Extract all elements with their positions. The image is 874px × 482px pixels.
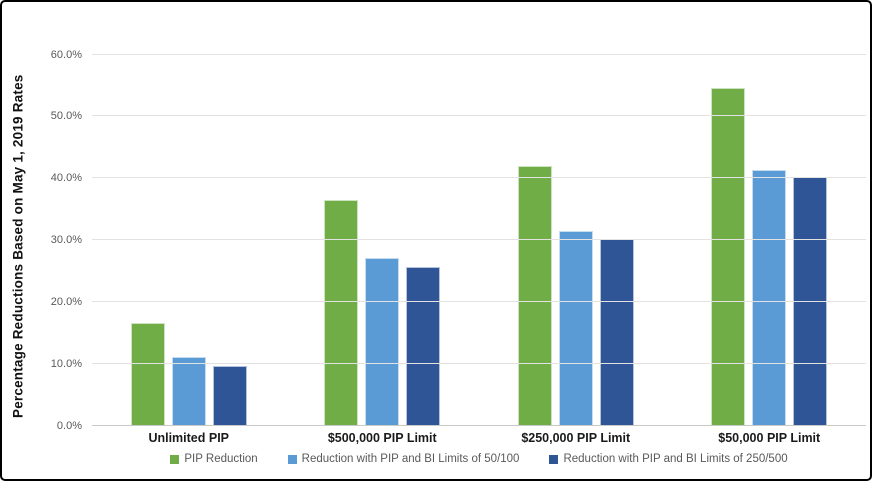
bar	[406, 267, 441, 425]
bar-group	[92, 36, 286, 425]
plot-area	[92, 36, 866, 426]
legend-swatch-icon	[170, 454, 180, 464]
bar	[517, 165, 552, 425]
x-axis-category-labels: Unlimited PIP $500,000 PIP Limit $250,000 …	[92, 431, 866, 445]
legend-swatch-icon	[287, 454, 297, 464]
legend: PIP Reduction Reduction with PIP and BI L…	[92, 453, 866, 465]
y-tick-label: 10.0%	[50, 358, 82, 371]
legend-label: Reduction with PIP and BI Limits of 50/1…	[301, 453, 520, 465]
legend-label: PIP Reduction	[184, 453, 258, 465]
legend-item: PIP Reduction	[170, 453, 258, 465]
y-tick-label: 50.0%	[50, 110, 82, 123]
x-category-label: $250,000 PIP Limit	[521, 431, 631, 445]
y-tick-label: 60.0%	[50, 48, 82, 61]
bar	[793, 177, 828, 425]
x-category-label: $500,000 PIP Limit	[327, 431, 437, 445]
legend-item: Reduction with PIP and BI Limits of 50/1…	[287, 453, 520, 465]
bar-groups	[92, 36, 866, 425]
bar-group	[286, 36, 480, 425]
gridline	[92, 301, 866, 303]
bar	[752, 169, 787, 425]
bar-group	[479, 36, 673, 425]
gridline	[92, 239, 866, 241]
bar	[130, 322, 165, 425]
bar	[365, 258, 400, 425]
y-tick-label: 20.0%	[50, 296, 82, 309]
bar	[324, 199, 359, 425]
gridline	[92, 177, 866, 179]
bar	[599, 239, 634, 425]
gridline	[92, 115, 866, 117]
gridline	[92, 53, 866, 55]
x-category-label: $50,000 PIP Limit	[718, 431, 821, 445]
y-tick-label: 30.0%	[50, 234, 82, 247]
legend-item: Reduction with PIP and BI Limits of 250/…	[549, 453, 788, 465]
bar	[711, 88, 746, 425]
legend-swatch-icon	[549, 454, 559, 464]
legend-label: Reduction with PIP and BI Limits of 250/…	[563, 453, 788, 465]
y-tick-label: 40.0%	[50, 172, 82, 185]
y-tick-label: 0.0%	[56, 420, 82, 432]
bar	[558, 230, 593, 425]
gridline	[92, 363, 866, 365]
y-axis-tick-labels: 0.0% 10.0% 20.0% 30.0% 40.0% 50.0% 60.0%	[2, 2, 82, 479]
bar-group	[673, 36, 867, 425]
bar	[171, 356, 206, 425]
x-category-label: Unlimited PIP	[148, 431, 230, 445]
bar	[212, 365, 247, 425]
x-axis-line	[92, 425, 866, 426]
